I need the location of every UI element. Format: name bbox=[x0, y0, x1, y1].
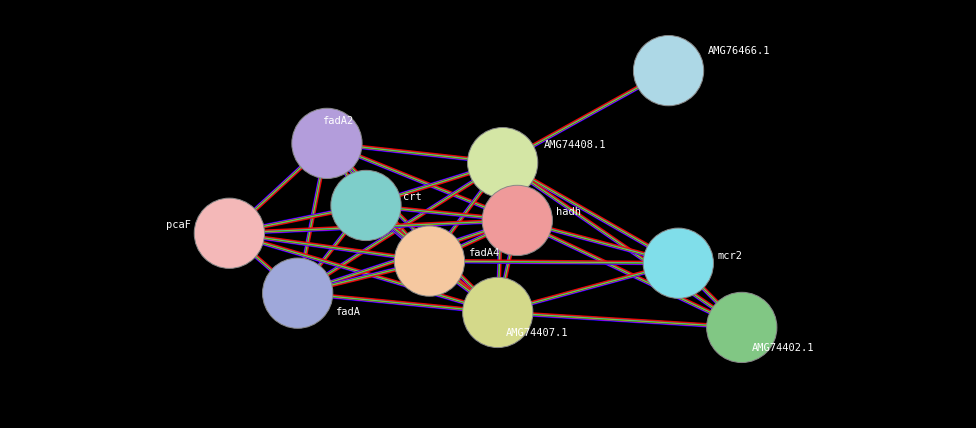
Ellipse shape bbox=[482, 185, 552, 256]
Text: fadA4: fadA4 bbox=[468, 248, 500, 259]
Ellipse shape bbox=[633, 36, 704, 106]
Ellipse shape bbox=[468, 128, 538, 198]
Text: crt: crt bbox=[403, 192, 422, 202]
Text: AMG76466.1: AMG76466.1 bbox=[708, 46, 770, 56]
Ellipse shape bbox=[292, 108, 362, 178]
Text: hadh: hadh bbox=[556, 207, 582, 217]
Ellipse shape bbox=[194, 198, 264, 268]
Text: AMG74407.1: AMG74407.1 bbox=[506, 328, 568, 338]
Ellipse shape bbox=[643, 228, 713, 298]
Text: fadA: fadA bbox=[335, 307, 360, 318]
Ellipse shape bbox=[331, 170, 401, 241]
Text: AMG74402.1: AMG74402.1 bbox=[752, 343, 814, 353]
Ellipse shape bbox=[463, 277, 533, 348]
Ellipse shape bbox=[263, 258, 333, 328]
Text: fadA2: fadA2 bbox=[322, 116, 353, 126]
Text: pcaF: pcaF bbox=[166, 220, 191, 230]
Ellipse shape bbox=[707, 292, 777, 363]
Text: AMG74408.1: AMG74408.1 bbox=[544, 140, 606, 150]
Text: mcr2: mcr2 bbox=[717, 250, 743, 261]
Ellipse shape bbox=[394, 226, 465, 296]
